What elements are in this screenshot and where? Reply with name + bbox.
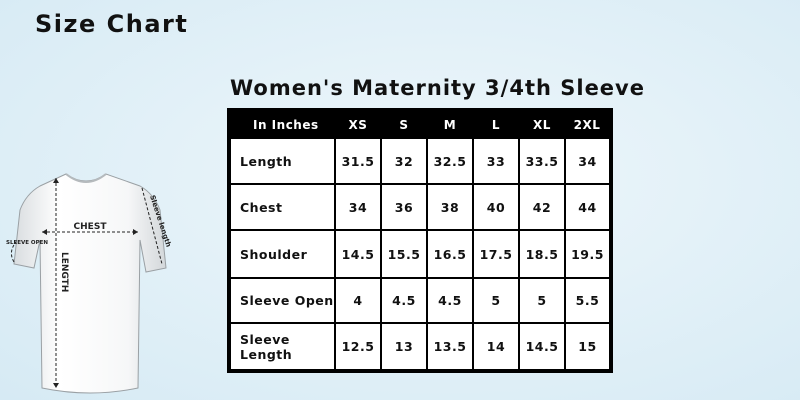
cell-value: 5.5 [564,277,612,324]
row-label: Chest [228,183,336,231]
cell-value: 38 [426,183,474,231]
page-title: Size Chart [35,10,189,38]
cell-value: 15 [564,322,612,372]
cell-value: 34 [564,137,612,185]
cell-value: 40 [472,183,520,231]
cell-value: 14.5 [518,322,566,372]
cell-value: 32 [380,137,428,185]
tshirt-measurement-diagram: CHEST LENGTH Sleeve length SLEEVE OPEN [6,173,172,394]
cell-value: 15.5 [380,229,428,279]
cell-value: 31.5 [334,137,382,185]
row-label: Shoulder [228,229,336,279]
chest-arrow-right-head [133,229,138,235]
cell-value: 44 [564,183,612,231]
length-arrow-bottom-head [53,383,59,388]
cell-value: 4.5 [380,277,428,324]
cell-value: 17.5 [472,229,520,279]
cell-value: 42 [518,183,566,231]
cell-value: 12.5 [334,322,382,372]
cell-value: 34 [334,183,382,231]
cell-value: 13.5 [426,322,474,372]
tshirt-neckline [65,173,107,183]
length-label: LENGTH [59,252,69,292]
cell-value: 4 [334,277,382,324]
table-row: Shoulder 14.5 15.5 16.5 17.5 18.5 19.5 [228,229,612,279]
sleeve-length-arrow [141,187,163,265]
cell-value: 33 [472,137,520,185]
cell-value: 14 [472,322,520,372]
cell-value: 36 [380,183,428,231]
sleeve-open-label: SLEEVE OPEN [6,240,48,246]
header-size-xs: XS [335,110,381,138]
size-chart-table: In Inches XS S M L XL 2XL Length 31.5 32… [227,108,613,373]
header-size-m: M [427,110,473,138]
chest-label: CHEST [74,222,108,232]
header-size-s: S [381,110,427,138]
cell-value: 5 [518,277,566,324]
tshirt-body-shape [13,173,167,394]
header-size-l: L [473,110,519,138]
row-label: Length [228,137,336,185]
header-unit: In Inches [229,110,335,138]
cell-value: 4.5 [426,277,474,324]
table-title: Women's Maternity 3/4th Sleeve [230,76,645,100]
row-label: Sleeve Open [228,277,336,324]
cell-value: 16.5 [426,229,474,279]
table-row: Length 31.5 32 32.5 33 33.5 34 [228,137,612,185]
table-row: Sleeve Open 4 4.5 4.5 5 5 5.5 [228,277,612,324]
cell-value: 32.5 [426,137,474,185]
cell-value: 13 [380,322,428,372]
chest-arrow-left-head [42,229,47,235]
table-row: Sleeve Length 12.5 13 13.5 14 14.5 15 [228,322,612,372]
row-label: Sleeve Length [228,322,336,372]
cell-value: 19.5 [564,229,612,279]
cell-value: 33.5 [518,137,566,185]
length-arrow-top-head [53,178,59,183]
table-row: Chest 34 36 38 40 42 44 [228,183,612,231]
cell-value: 18.5 [518,229,566,279]
cell-value: 14.5 [334,229,382,279]
cell-value: 5 [472,277,520,324]
sleeve-open-arrow [10,241,17,263]
header-size-2xl: 2XL [565,110,611,138]
header-size-xl: XL [519,110,565,138]
table-header-row: In Inches XS S M L XL 2XL [229,110,611,138]
